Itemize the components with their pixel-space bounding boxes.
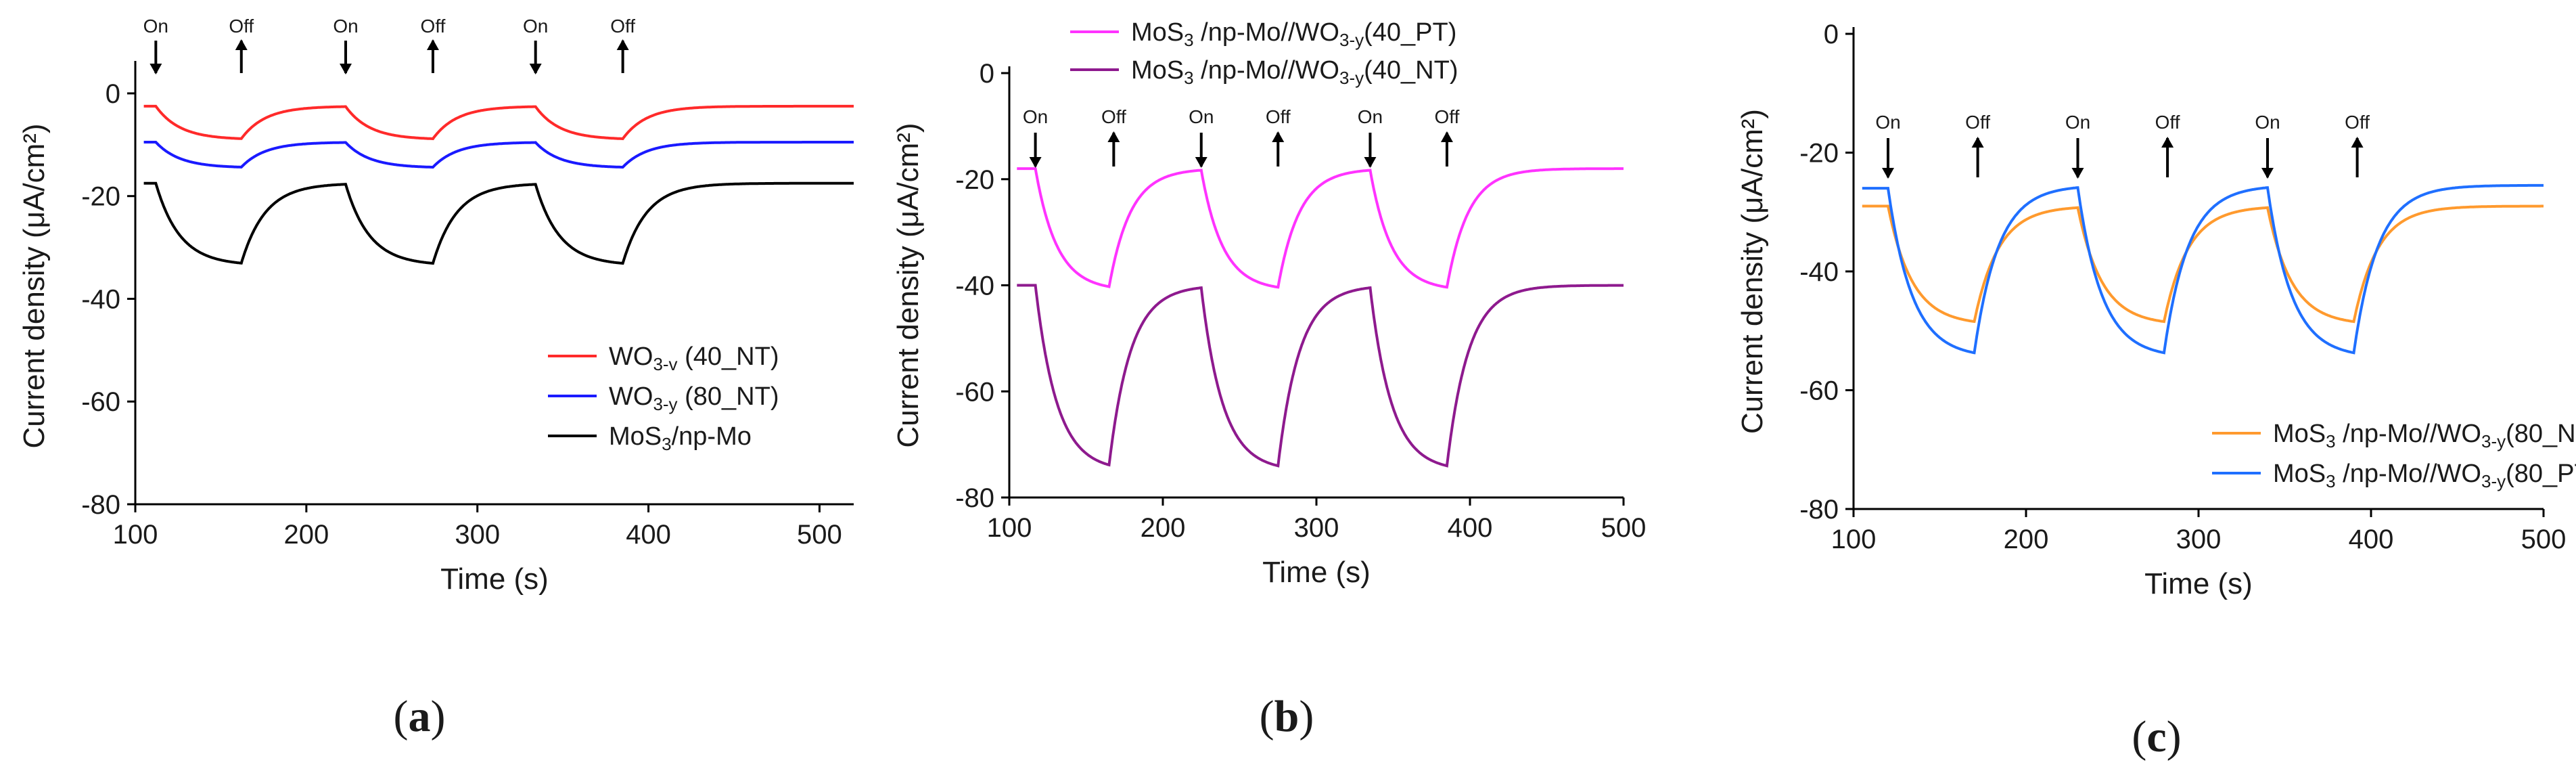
x-axis-title: Time (s) [440, 562, 549, 596]
light-on-label: On [1875, 112, 1900, 133]
panel-c: 100 200 300 400 500 0 -20 -40 -60 -80 Time (s) Curr… [1736, 20, 2576, 761]
light-on-label: On [333, 16, 358, 37]
arrow-up-icon [426, 39, 439, 50]
series-line-2 [143, 141, 854, 169]
y-tick-label: -60 [81, 387, 120, 417]
light-on-label: On [2065, 112, 2090, 133]
y-tick-label: -20 [955, 165, 994, 195]
light-on-label: On [1023, 106, 1048, 127]
x-tick-label: 500 [2521, 525, 2567, 554]
y-tick-label: -40 [955, 271, 994, 301]
legend-label-1: WO3-v (40_NT) [609, 342, 779, 374]
light-off-label: Off [1435, 106, 1460, 127]
light-off-label: Off [229, 16, 254, 37]
series-line-2 [1017, 284, 1624, 468]
panel-a: 100 200 300 400 500 0 -20 -40 -60 -80 Time (s) Curr… [18, 16, 854, 741]
x-tick-label: 300 [455, 520, 500, 550]
x-tick-label: 500 [1601, 513, 1647, 543]
arrow-up-icon [2351, 137, 2364, 148]
x-tick-label: 400 [2349, 525, 2394, 554]
series-line-3 [143, 181, 854, 265]
light-on-label: On [1358, 106, 1383, 127]
panel-label: (a) [394, 692, 446, 741]
light-off-label: Off [1266, 106, 1291, 127]
light-on-label: On [523, 16, 548, 37]
y-tick-label: 0 [106, 79, 120, 109]
light-on-label: On [143, 16, 168, 37]
series-line-2 [1862, 183, 2544, 355]
y-tick-label: 0 [1824, 20, 1839, 49]
arrow-up-icon [2161, 137, 2174, 148]
x-tick-label: 300 [1294, 513, 1339, 543]
arrow-down-icon [1882, 168, 1894, 179]
arrow-down-icon [1195, 157, 1208, 168]
panel-label: (b) [1260, 692, 1314, 741]
y-axis-title: Current density (μA/cm²) [892, 123, 925, 447]
arrow-up-icon [235, 39, 248, 50]
y-axis-title: Current density (μA/cm²) [18, 123, 51, 448]
legend-label-1: MoS3 /np-Mo//WO3-y(40_PT) [1131, 18, 1456, 50]
x-tick-label: 300 [2176, 525, 2222, 554]
arrow-down-icon [150, 64, 162, 74]
arrow-up-icon [1272, 131, 1285, 142]
series-line-1 [143, 104, 854, 141]
arrow-down-icon [1364, 157, 1377, 168]
light-off-label: Off [1101, 106, 1126, 127]
y-tick-label: 0 [980, 59, 994, 89]
arrow-down-icon [1029, 157, 1042, 168]
y-tick-label: -80 [955, 483, 994, 513]
x-tick-label: 400 [1448, 513, 1493, 543]
light-off-label: Off [610, 16, 635, 37]
x-tick-label: 100 [1831, 525, 1877, 554]
y-tick-label: -20 [1799, 139, 1839, 169]
light-on-label: On [1189, 106, 1214, 127]
y-tick-label: -80 [1799, 495, 1839, 525]
arrow-up-icon [616, 39, 629, 50]
arrow-down-icon [340, 64, 352, 74]
arrow-down-icon [2071, 168, 2084, 179]
x-tick-label: 500 [797, 520, 842, 550]
panel-label: (c) [2132, 712, 2181, 761]
y-tick-label: -60 [955, 377, 994, 407]
y-tick-label: -80 [81, 490, 120, 520]
x-tick-label: 200 [283, 520, 329, 550]
panel-b: 100 200 300 400 500 0 -20 -40 -60 -80 Time (s) Curr… [892, 18, 1646, 741]
light-off-label: Off [1965, 112, 1990, 133]
arrow-up-icon [1971, 137, 1984, 148]
y-tick-label: -20 [81, 182, 120, 212]
light-off-label: Off [421, 16, 446, 37]
legend-label-2: MoS3 /np-Mo//WO3-y(80_PT) [2273, 460, 2576, 491]
light-off-label: Off [2155, 112, 2180, 133]
x-tick-label: 400 [626, 520, 671, 550]
x-tick-label: 200 [1141, 513, 1186, 543]
legend-label-3: MoS3/np-Mo [609, 422, 752, 454]
y-tick-label: -60 [1799, 376, 1839, 406]
y-tick-label: -40 [1799, 257, 1839, 287]
x-axis-title: Time (s) [2144, 567, 2253, 600]
y-tick-label: -40 [81, 284, 120, 314]
arrow-up-icon [1440, 131, 1453, 142]
arrow-down-icon [529, 64, 542, 74]
y-axis-title: Current density (μA/cm²) [1736, 109, 1769, 434]
legend-label-1: MoS3 /np-Mo//WO3-y(80_NT) [2273, 420, 2576, 451]
x-tick-label: 200 [2004, 525, 2049, 554]
x-tick-label: 100 [987, 513, 1032, 543]
light-off-label: Off [2345, 112, 2370, 133]
series-line-1 [1017, 167, 1624, 289]
light-on-label: On [2255, 112, 2280, 133]
legend-label-2: MoS3 /np-Mo//WO3-y(40_NT) [1131, 56, 1458, 88]
x-tick-label: 100 [113, 520, 158, 550]
x-axis-title: Time (s) [1262, 556, 1371, 589]
legend-label-2: WO3-y (80_NT) [609, 382, 779, 414]
arrow-down-icon [2261, 168, 2274, 179]
series-line-1 [1862, 204, 2544, 324]
arrow-up-icon [1107, 131, 1120, 142]
